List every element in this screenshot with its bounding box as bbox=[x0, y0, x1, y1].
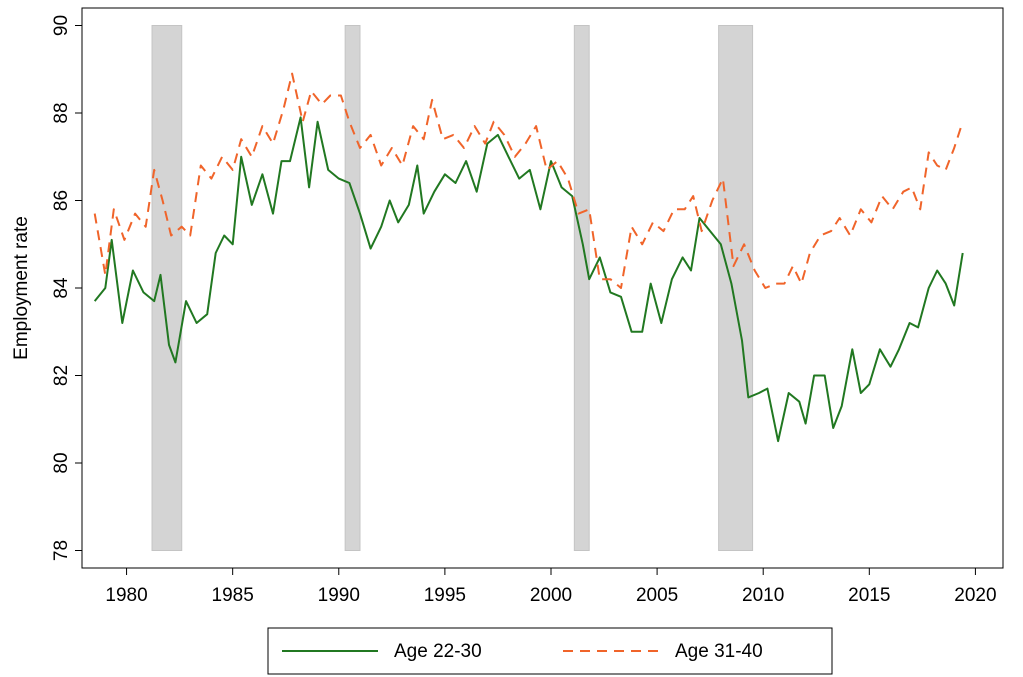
y-tick-label: 90 bbox=[51, 15, 72, 36]
recession-band bbox=[718, 25, 754, 551]
x-tick-label: 1995 bbox=[424, 585, 466, 606]
x-tick-label: 2005 bbox=[636, 585, 678, 606]
x-tick-label: 2015 bbox=[848, 585, 890, 606]
line-series bbox=[93, 116, 964, 443]
y-tick-label: 86 bbox=[51, 190, 72, 211]
legend-label: Age 22-30 bbox=[394, 641, 482, 662]
recession-band bbox=[344, 25, 361, 551]
line-series bbox=[93, 72, 964, 289]
x-tick-label: 2020 bbox=[954, 585, 996, 606]
x-tick-label: 1990 bbox=[318, 585, 360, 606]
y-tick-label: 80 bbox=[51, 452, 72, 473]
recession-band bbox=[573, 25, 590, 551]
y-tick-label: 88 bbox=[51, 102, 72, 123]
y-tick-label: 82 bbox=[51, 365, 72, 386]
y-tick-label: 78 bbox=[51, 540, 72, 561]
x-tick-label: 1980 bbox=[105, 585, 147, 606]
x-tick-label: 1985 bbox=[212, 585, 254, 606]
x-tick-label: 2010 bbox=[742, 585, 784, 606]
x-tick-label: 2000 bbox=[530, 585, 572, 606]
plot-frame bbox=[81, 7, 1004, 569]
y-tick-label: 84 bbox=[51, 277, 72, 299]
y-axis-label: Employment rate bbox=[11, 216, 32, 360]
legend-label: Age 31-40 bbox=[675, 641, 763, 662]
